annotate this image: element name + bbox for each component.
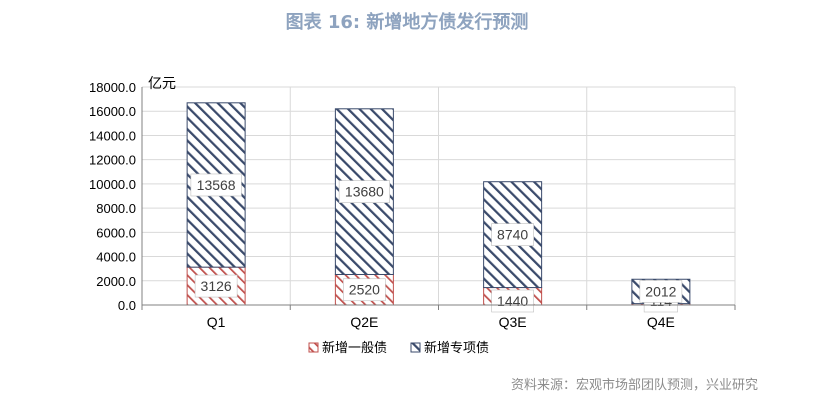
x-tick-label: Q2E — [350, 314, 378, 330]
y-tick-label: 14000.0 — [89, 128, 136, 143]
data-label-general: 3126 — [201, 278, 232, 294]
y-axis-unit-label: 亿元 — [148, 76, 176, 92]
y-tick-label: 2000.0 — [96, 274, 136, 289]
source-note: 资料来源：宏观市场部团队预测，兴业研究 — [510, 378, 758, 393]
legend-swatch-special — [410, 342, 421, 353]
legend-swatch-general — [308, 342, 319, 353]
x-tick-label: Q3E — [499, 314, 527, 330]
y-tick-label: 0.0 — [118, 298, 136, 313]
stacked-bar-chart: 312613568252013680144087401142012 0.0200… — [89, 76, 736, 356]
y-tick-label: 4000.0 — [96, 250, 136, 265]
data-label-general: 2520 — [349, 282, 380, 298]
x-tick-label: Q4E — [647, 314, 675, 330]
chart-legend: 新增一般债 新增专项债 — [308, 340, 489, 356]
x-tick-label: Q1 — [207, 314, 226, 330]
legend-label-special: 新增专项债 — [424, 340, 489, 356]
y-tick-label: 18000.0 — [89, 80, 136, 95]
y-tick-label: 16000.0 — [89, 104, 136, 119]
y-tick-label: 12000.0 — [89, 153, 136, 168]
y-tick-label: 8000.0 — [96, 201, 136, 216]
data-label-special: 2012 — [645, 283, 676, 299]
data-label-box — [190, 173, 242, 197]
data-label-box — [639, 280, 683, 303]
data-label-special: 8740 — [497, 227, 528, 243]
data-label-box — [343, 278, 386, 302]
data-label-general: 1440 — [497, 293, 528, 309]
data-label-box — [338, 180, 390, 203]
data-label-box — [491, 223, 534, 246]
chart-title: 图表 16: 新增地方债发行预测 — [285, 12, 529, 33]
y-tick-label: 6000.0 — [96, 225, 136, 240]
legend-label-general: 新增一般债 — [322, 340, 387, 356]
data-label-special: 13680 — [345, 184, 384, 200]
data-label-box — [491, 289, 534, 313]
data-label-box — [194, 274, 238, 298]
y-tick-label: 10000.0 — [89, 177, 136, 192]
data-label-special: 13568 — [197, 177, 236, 193]
